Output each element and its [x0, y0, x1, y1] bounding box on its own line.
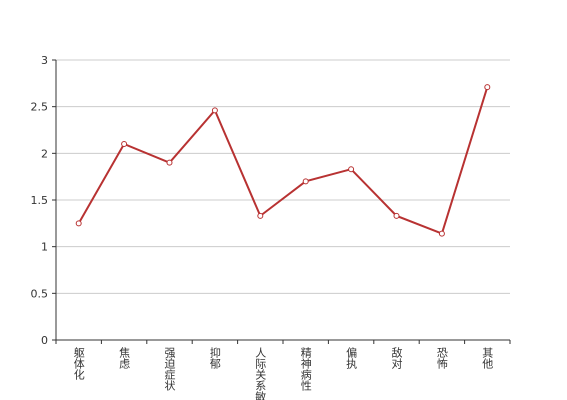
x-tick-label: 抑郁 — [208, 346, 221, 369]
x-tick-label: 强迫症状 — [163, 347, 176, 391]
point — [75, 220, 82, 227]
x-tick-label: 恐怖 — [435, 347, 448, 369]
x-tick-label: 偏执 — [345, 346, 358, 370]
x-tick-label: 精神病性 — [299, 347, 312, 392]
x-tick-label: 其他 — [481, 347, 494, 369]
x-tick-label: 敌对 — [390, 346, 403, 369]
point — [348, 166, 355, 173]
y-tick-label: 1.5 — [31, 194, 49, 207]
x-tick-label: 人际关系敏感 — [254, 347, 267, 400]
point — [211, 107, 218, 114]
point — [121, 141, 128, 147]
x-tick-label: 焦虑 — [118, 347, 131, 369]
y-tick-label: 1 — [41, 241, 48, 254]
point — [302, 178, 309, 185]
y-tick-label: 2 — [41, 147, 48, 160]
point — [393, 212, 400, 219]
line — [77, 86, 489, 235]
x-tick-label: 躯体化 — [72, 347, 85, 381]
y-tick-label: 0.5 — [31, 287, 49, 300]
y-tick-label: 2.5 — [31, 101, 49, 114]
point — [257, 212, 264, 219]
point — [166, 159, 173, 166]
point — [484, 84, 491, 91]
point — [438, 230, 445, 237]
y-tick-label: 0 — [41, 334, 48, 347]
y-tick-label: 3 — [41, 54, 48, 67]
